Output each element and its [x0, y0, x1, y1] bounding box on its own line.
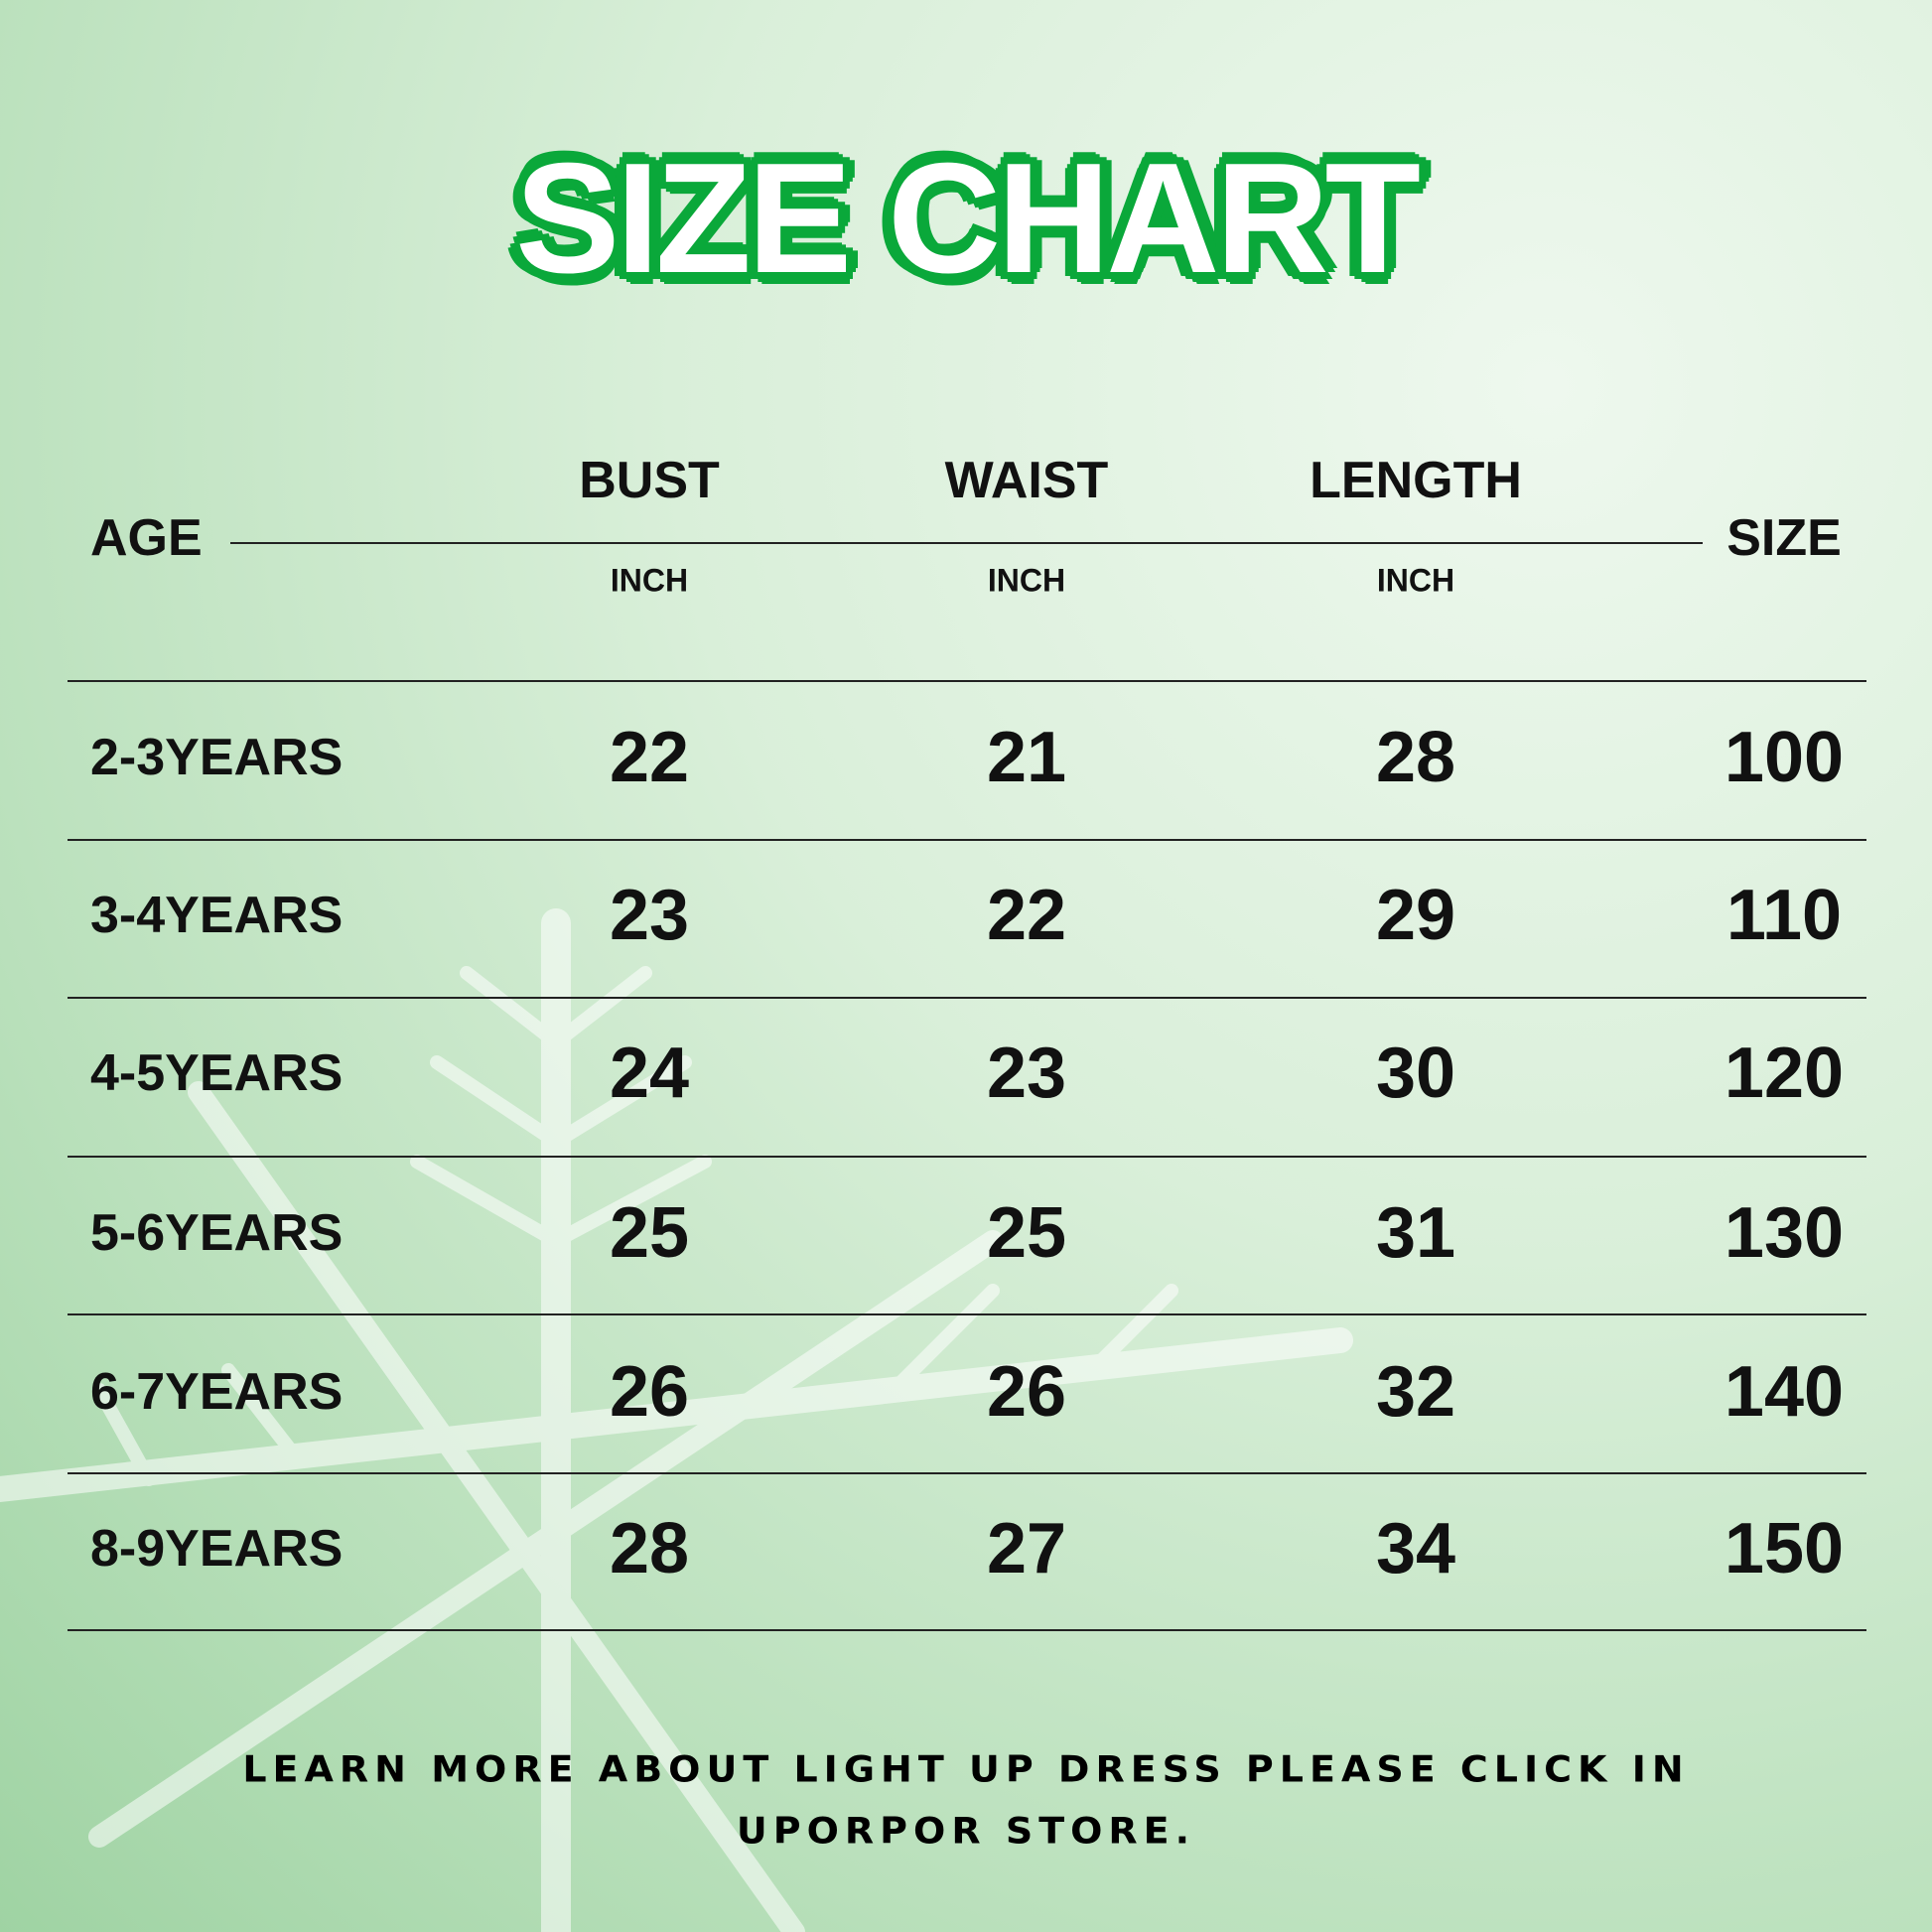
row-length: 34: [1375, 1509, 1456, 1588]
header-bust: BUST: [579, 452, 720, 509]
row-bust: 22: [609, 718, 690, 797]
row-length: 32: [1375, 1352, 1456, 1432]
header-age: AGE: [90, 509, 203, 567]
row-bust: 26: [609, 1352, 690, 1432]
row-age: 5-6YEARS: [90, 1204, 344, 1262]
row-length: 28: [1375, 718, 1456, 797]
row-bust: 24: [609, 1034, 690, 1113]
row-size: 130: [1724, 1193, 1845, 1273]
row-size: 110: [1725, 876, 1843, 955]
row-size: 150: [1724, 1509, 1845, 1588]
header-length: LENGTH: [1310, 452, 1522, 509]
row-divider: [68, 1472, 1866, 1474]
row-bust: 25: [609, 1193, 690, 1273]
row-age: 8-9YEARS: [90, 1520, 344, 1578]
header-divider: [230, 542, 1703, 544]
row-age: 2-3YEARS: [90, 729, 344, 786]
footer-line-1: LEARN MORE ABOUT LIGHT UP DRESS PLEASE C…: [242, 1748, 1690, 1790]
row-divider: [68, 680, 1866, 682]
header-size: SIZE: [1726, 509, 1842, 567]
row-divider: [68, 1313, 1866, 1315]
row-length: 30: [1375, 1034, 1456, 1113]
row-size: 120: [1724, 1034, 1845, 1113]
page-title: SIZE CHART: [515, 131, 1421, 306]
row-size: 100: [1724, 718, 1845, 797]
length-unit: INCH: [1376, 562, 1455, 599]
bust-unit: INCH: [610, 562, 689, 599]
row-waist: 23: [986, 1034, 1067, 1113]
row-length: 31: [1375, 1193, 1456, 1273]
row-waist: 21: [986, 718, 1067, 797]
row-size: 140: [1724, 1352, 1845, 1432]
row-age: 6-7YEARS: [90, 1363, 344, 1421]
row-waist: 25: [986, 1193, 1067, 1273]
row-age: 3-4YEARS: [90, 887, 344, 944]
row-divider: [68, 1629, 1866, 1631]
row-waist: 22: [986, 876, 1067, 955]
row-divider: [68, 1156, 1866, 1158]
row-bust: 28: [609, 1509, 690, 1588]
footer-line-2: UPORPOR STORE.: [736, 1810, 1196, 1852]
row-age: 4-5YEARS: [90, 1044, 344, 1102]
row-waist: 27: [986, 1509, 1067, 1588]
header-waist: WAIST: [944, 452, 1109, 509]
row-waist: 26: [986, 1352, 1067, 1432]
row-bust: 23: [609, 876, 690, 955]
row-divider: [68, 839, 1866, 841]
row-length: 29: [1375, 876, 1456, 955]
waist-unit: INCH: [987, 562, 1066, 599]
row-divider: [68, 997, 1866, 999]
